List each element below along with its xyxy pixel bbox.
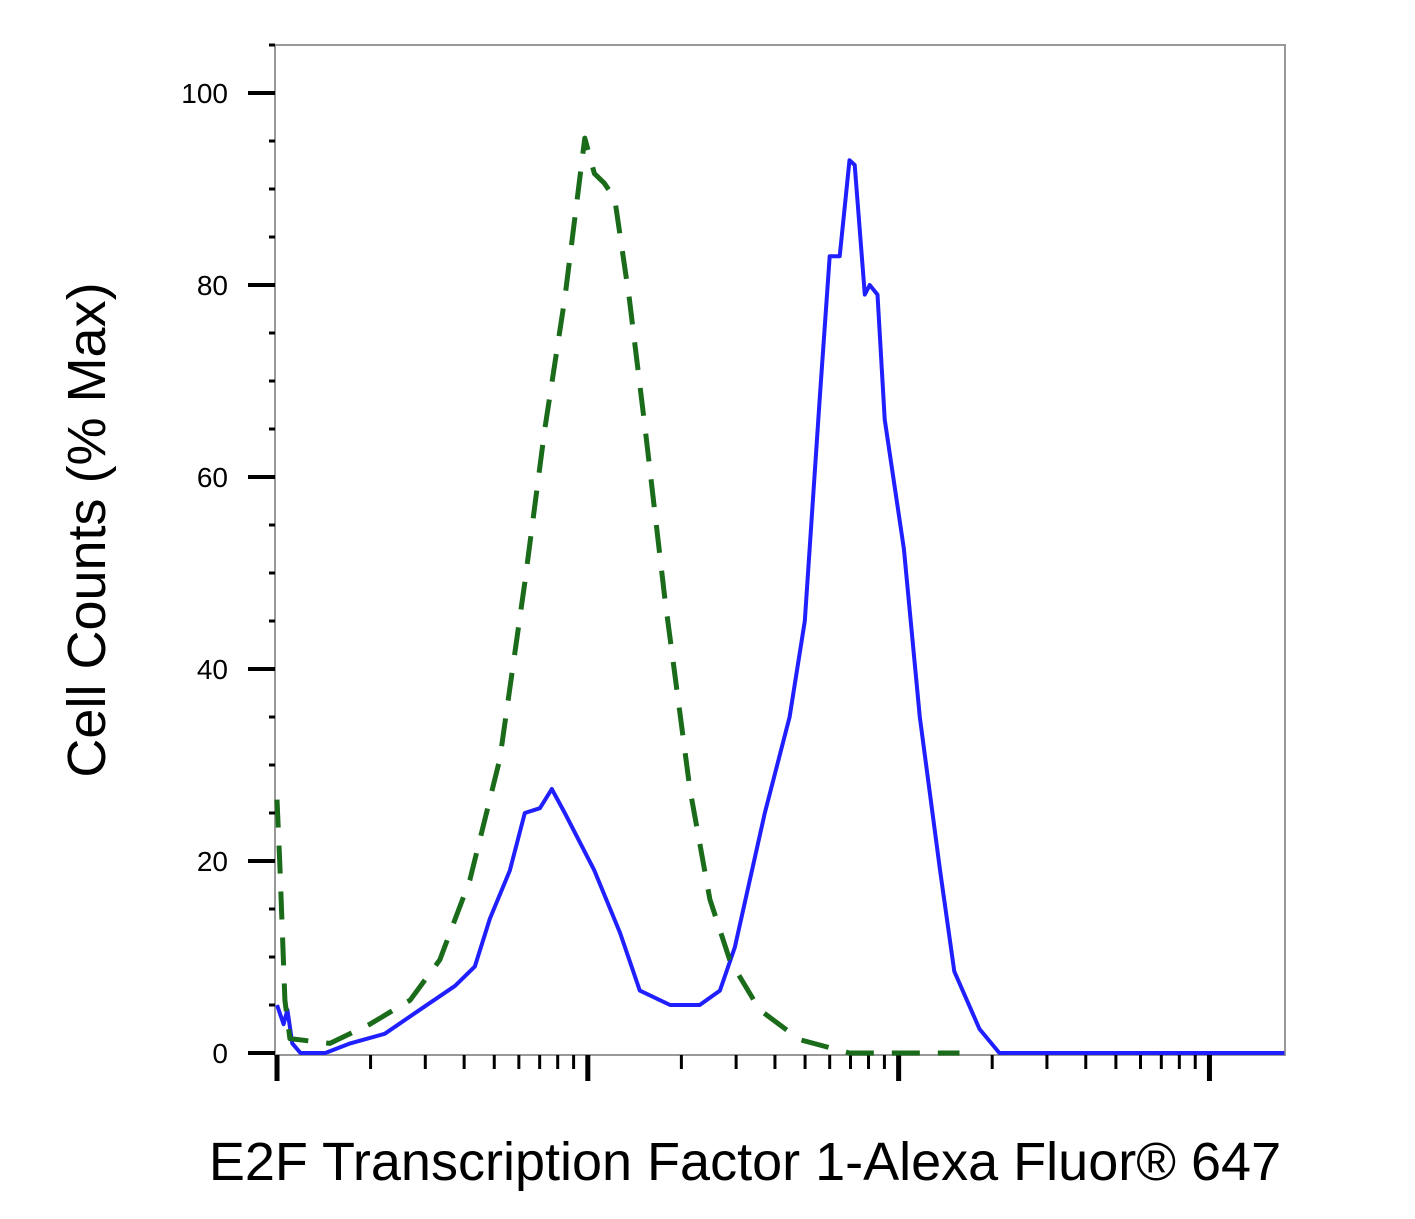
y-tick-label: 20 — [197, 846, 228, 877]
x-axis-title: E2F Transcription Factor 1-Alexa Fluor® … — [209, 1132, 1281, 1192]
series-line — [275, 158, 1285, 1055]
y-tick-label: 60 — [197, 462, 228, 493]
y-tick-label: 0 — [212, 1038, 228, 1069]
series-line — [274, 135, 960, 1056]
y-tick-label: 40 — [197, 654, 228, 685]
y-axis-title: Cell Counts (% Max) — [57, 282, 117, 777]
y-tick-label: 80 — [197, 270, 228, 301]
y-tick-label: 100 — [181, 78, 228, 109]
plot-frame — [274, 44, 1286, 1056]
